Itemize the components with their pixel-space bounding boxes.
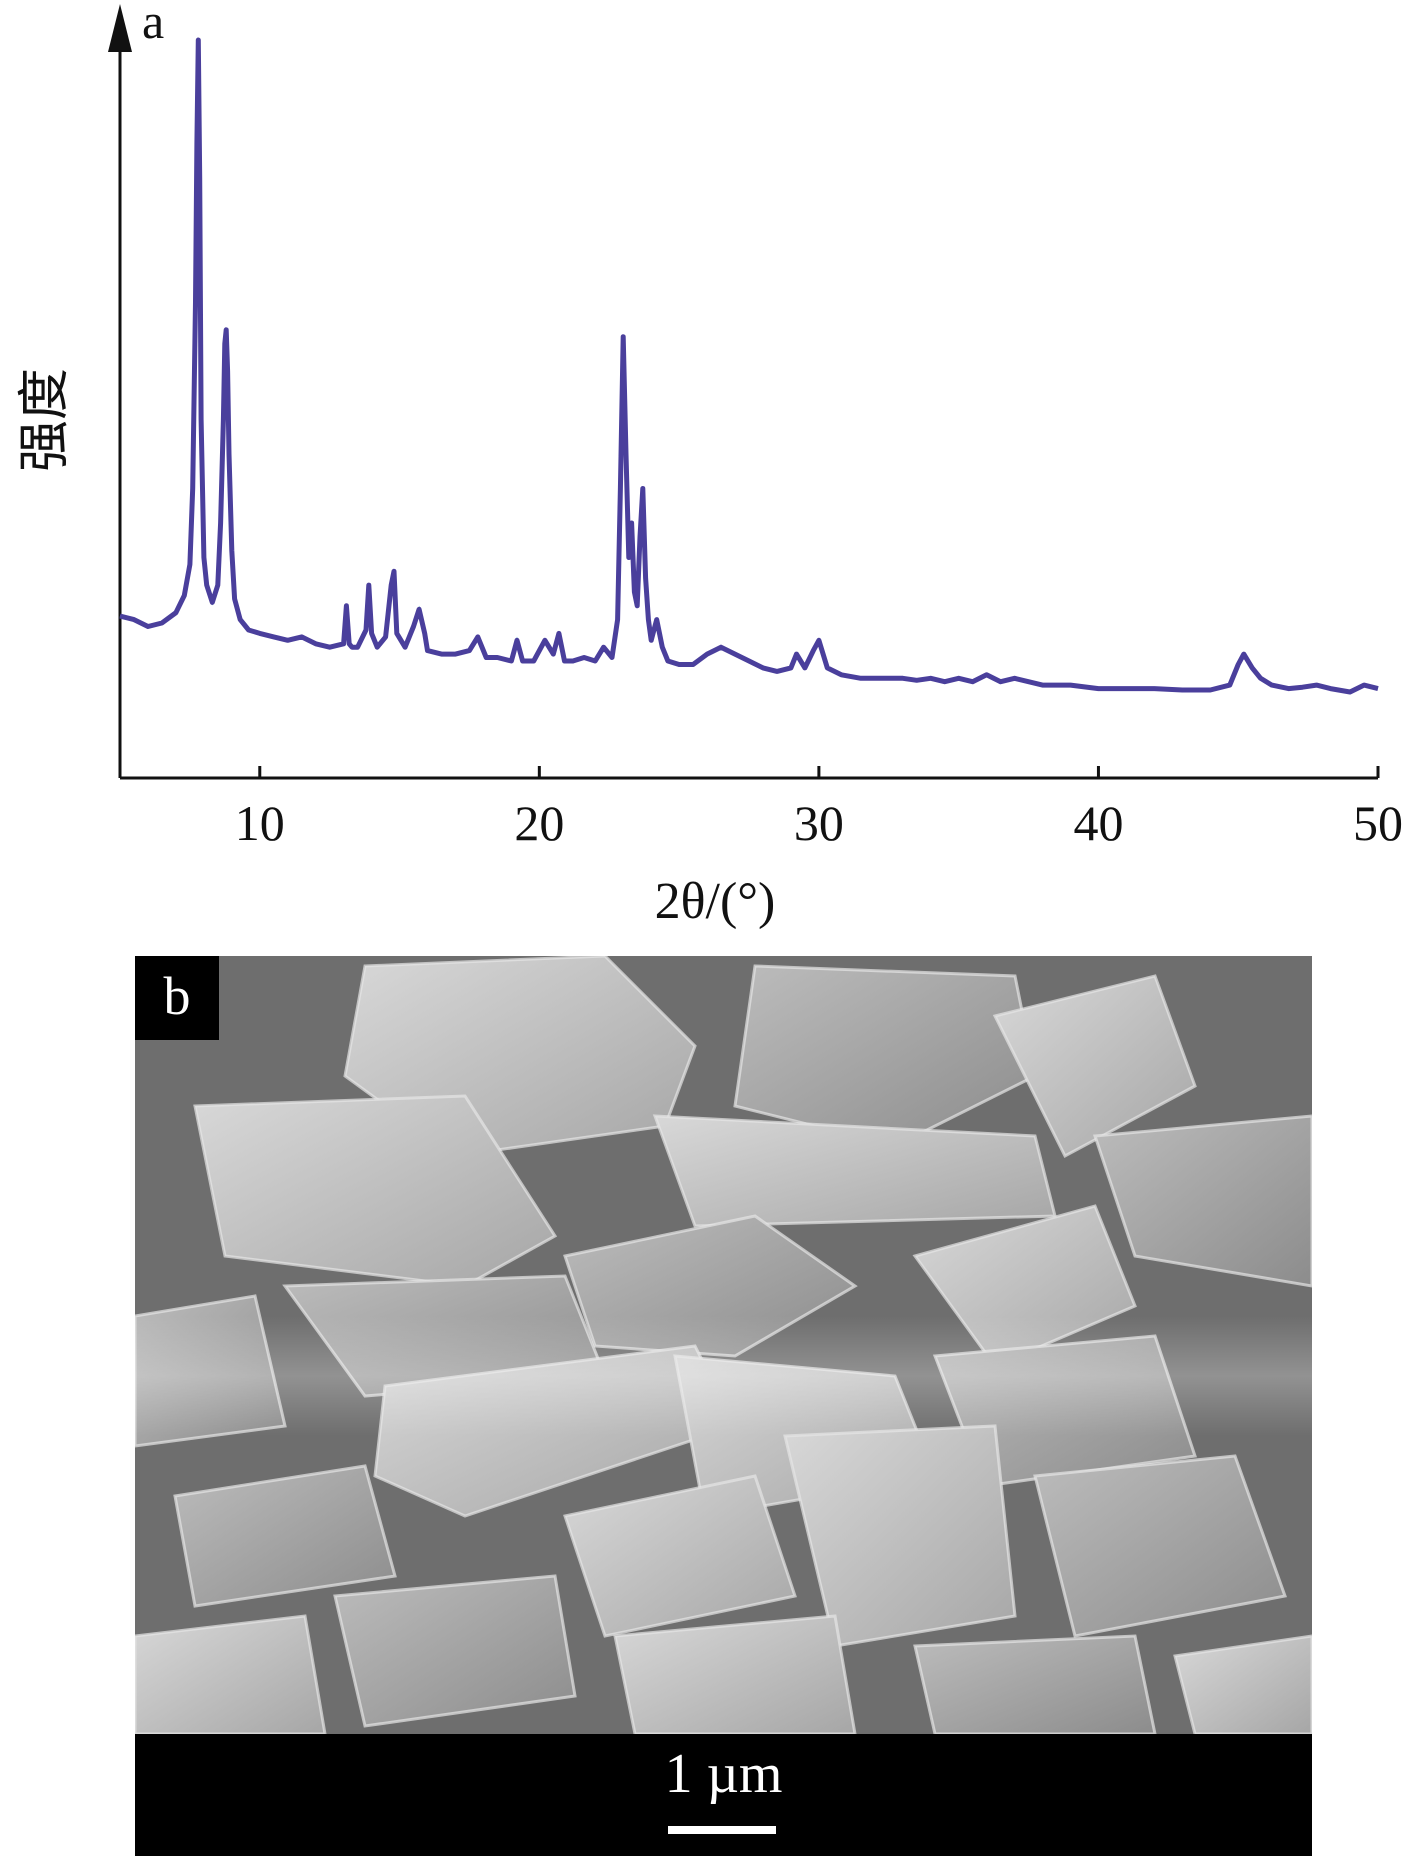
sem-micrograph	[135, 956, 1312, 1734]
y-axis-arrowhead	[108, 4, 132, 52]
y-axis-label: 强度	[17, 368, 74, 472]
x-tick-label-40: 40	[1073, 795, 1123, 851]
xrd-series-highlight	[119, 39, 1379, 694]
xrd-series-line	[119, 37, 1379, 695]
scan-band-highlight	[135, 1316, 1312, 1436]
panel-a-label: a	[142, 0, 164, 49]
x-tick-label-20: 20	[514, 795, 564, 851]
sem-image-panel: b 1 µm	[135, 956, 1312, 1856]
x-tick-label-10: 10	[235, 795, 285, 851]
x-tick-label-30: 30	[794, 795, 844, 851]
panel-b-label: b	[135, 956, 219, 1040]
x-axis-label: 2θ/(°)	[655, 873, 776, 930]
x-axis-tick-labels: 10 20 30 40 50	[235, 795, 1403, 851]
x-axis-ticks	[258, 766, 1380, 778]
xrd-chart-panel: 10 20 30 40 50 a 强度 2θ/(°)	[17, 0, 1403, 930]
scale-bar-line	[668, 1826, 776, 1834]
x-tick-label-50: 50	[1353, 795, 1403, 851]
scale-bar-panel: 1 µm	[135, 1734, 1312, 1856]
scale-bar-label: 1 µm	[664, 1743, 783, 1805]
